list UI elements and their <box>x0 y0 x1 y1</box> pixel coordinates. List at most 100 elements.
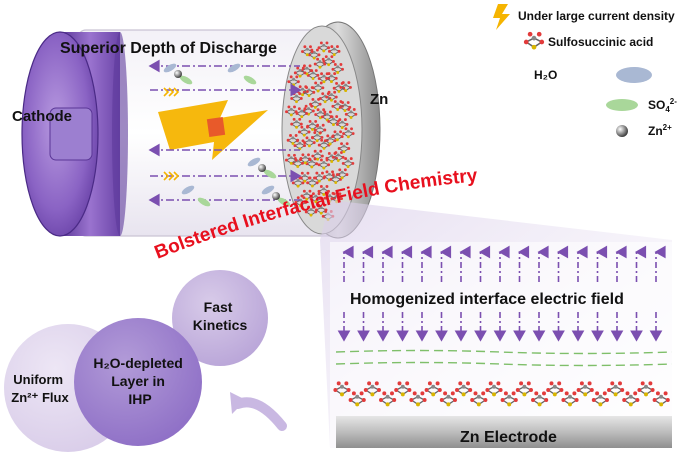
atom <box>334 95 338 99</box>
atom <box>511 391 516 396</box>
atom <box>301 161 304 165</box>
atom <box>303 45 307 49</box>
atom <box>316 152 320 156</box>
atom <box>314 69 318 72</box>
atom <box>334 175 338 179</box>
atom <box>295 125 298 129</box>
atom <box>397 381 402 386</box>
atom <box>330 45 334 49</box>
legend: Under large current density Sulfosuccini… <box>493 4 677 138</box>
atom <box>526 381 531 386</box>
atom <box>311 122 314 126</box>
atom <box>308 176 311 180</box>
atom <box>334 76 338 80</box>
sulfate-ion <box>263 169 277 179</box>
atom <box>340 384 344 389</box>
atom <box>318 102 322 106</box>
atom <box>299 157 303 160</box>
atom <box>322 49 326 53</box>
atom <box>308 64 312 68</box>
atom <box>295 100 298 104</box>
atom <box>315 139 319 143</box>
atom <box>331 135 335 139</box>
atom <box>476 402 481 407</box>
adsorbed-ssa-molecule <box>561 391 579 407</box>
atom <box>332 86 336 90</box>
atom <box>327 119 331 123</box>
atom <box>334 181 338 184</box>
atom <box>574 398 579 402</box>
atom <box>323 100 327 104</box>
adsorbed-ssa-layer <box>333 381 670 407</box>
atom <box>300 109 304 113</box>
atom <box>314 200 318 204</box>
atom <box>322 193 326 196</box>
atom <box>319 197 323 200</box>
atom <box>314 119 318 123</box>
atom <box>523 39 529 45</box>
atom <box>319 110 322 114</box>
atom <box>344 157 348 161</box>
atom <box>298 141 302 145</box>
benefit-circles <box>4 270 287 452</box>
atom <box>313 62 317 66</box>
atom <box>332 53 336 57</box>
atom <box>461 392 466 397</box>
atom <box>301 50 304 53</box>
atom <box>309 213 313 217</box>
atom <box>340 170 344 174</box>
atom <box>344 83 348 87</box>
ssa-molecule <box>331 63 344 74</box>
atom <box>313 100 317 104</box>
atom <box>595 391 600 396</box>
atom <box>339 130 343 134</box>
atom <box>337 84 341 88</box>
zinc-ion <box>174 70 182 78</box>
atom <box>311 136 315 140</box>
atom <box>537 402 542 407</box>
atom <box>325 156 329 160</box>
atom <box>343 168 347 172</box>
atom <box>650 388 655 392</box>
ssa-molecule <box>342 127 355 139</box>
atom <box>337 147 341 150</box>
atom <box>332 60 335 63</box>
atom <box>304 104 308 108</box>
atom <box>322 187 326 191</box>
ion-solvation-group <box>247 157 277 179</box>
atom <box>328 194 332 198</box>
zinc-ion <box>272 192 280 200</box>
ion-solvation-group <box>261 185 291 207</box>
atom <box>294 176 298 180</box>
atom <box>313 131 317 135</box>
atom <box>355 402 360 407</box>
atom <box>439 398 444 402</box>
electrolyte-species <box>163 63 291 207</box>
curved-arrow-head <box>230 392 246 414</box>
curved-arrow-body <box>233 397 287 431</box>
atom <box>323 110 327 114</box>
atom <box>483 398 488 402</box>
atom <box>602 391 607 396</box>
atom <box>359 391 364 396</box>
ssa-molecule <box>323 134 337 146</box>
atom <box>289 161 293 165</box>
atom <box>318 97 322 100</box>
atom <box>323 175 327 179</box>
atom <box>335 45 339 49</box>
atom <box>579 381 584 386</box>
atom <box>303 161 307 165</box>
atom <box>305 66 309 70</box>
atom <box>349 110 353 114</box>
ssa-molecule <box>325 90 338 102</box>
atom <box>347 108 351 111</box>
atom <box>344 127 348 131</box>
atom <box>290 122 294 126</box>
atom <box>394 388 399 392</box>
atom <box>319 81 323 85</box>
adsorbed-ssa-molecule <box>394 381 412 397</box>
atom <box>341 155 345 159</box>
atom <box>309 208 313 211</box>
atom <box>327 152 331 155</box>
atom <box>613 384 618 389</box>
